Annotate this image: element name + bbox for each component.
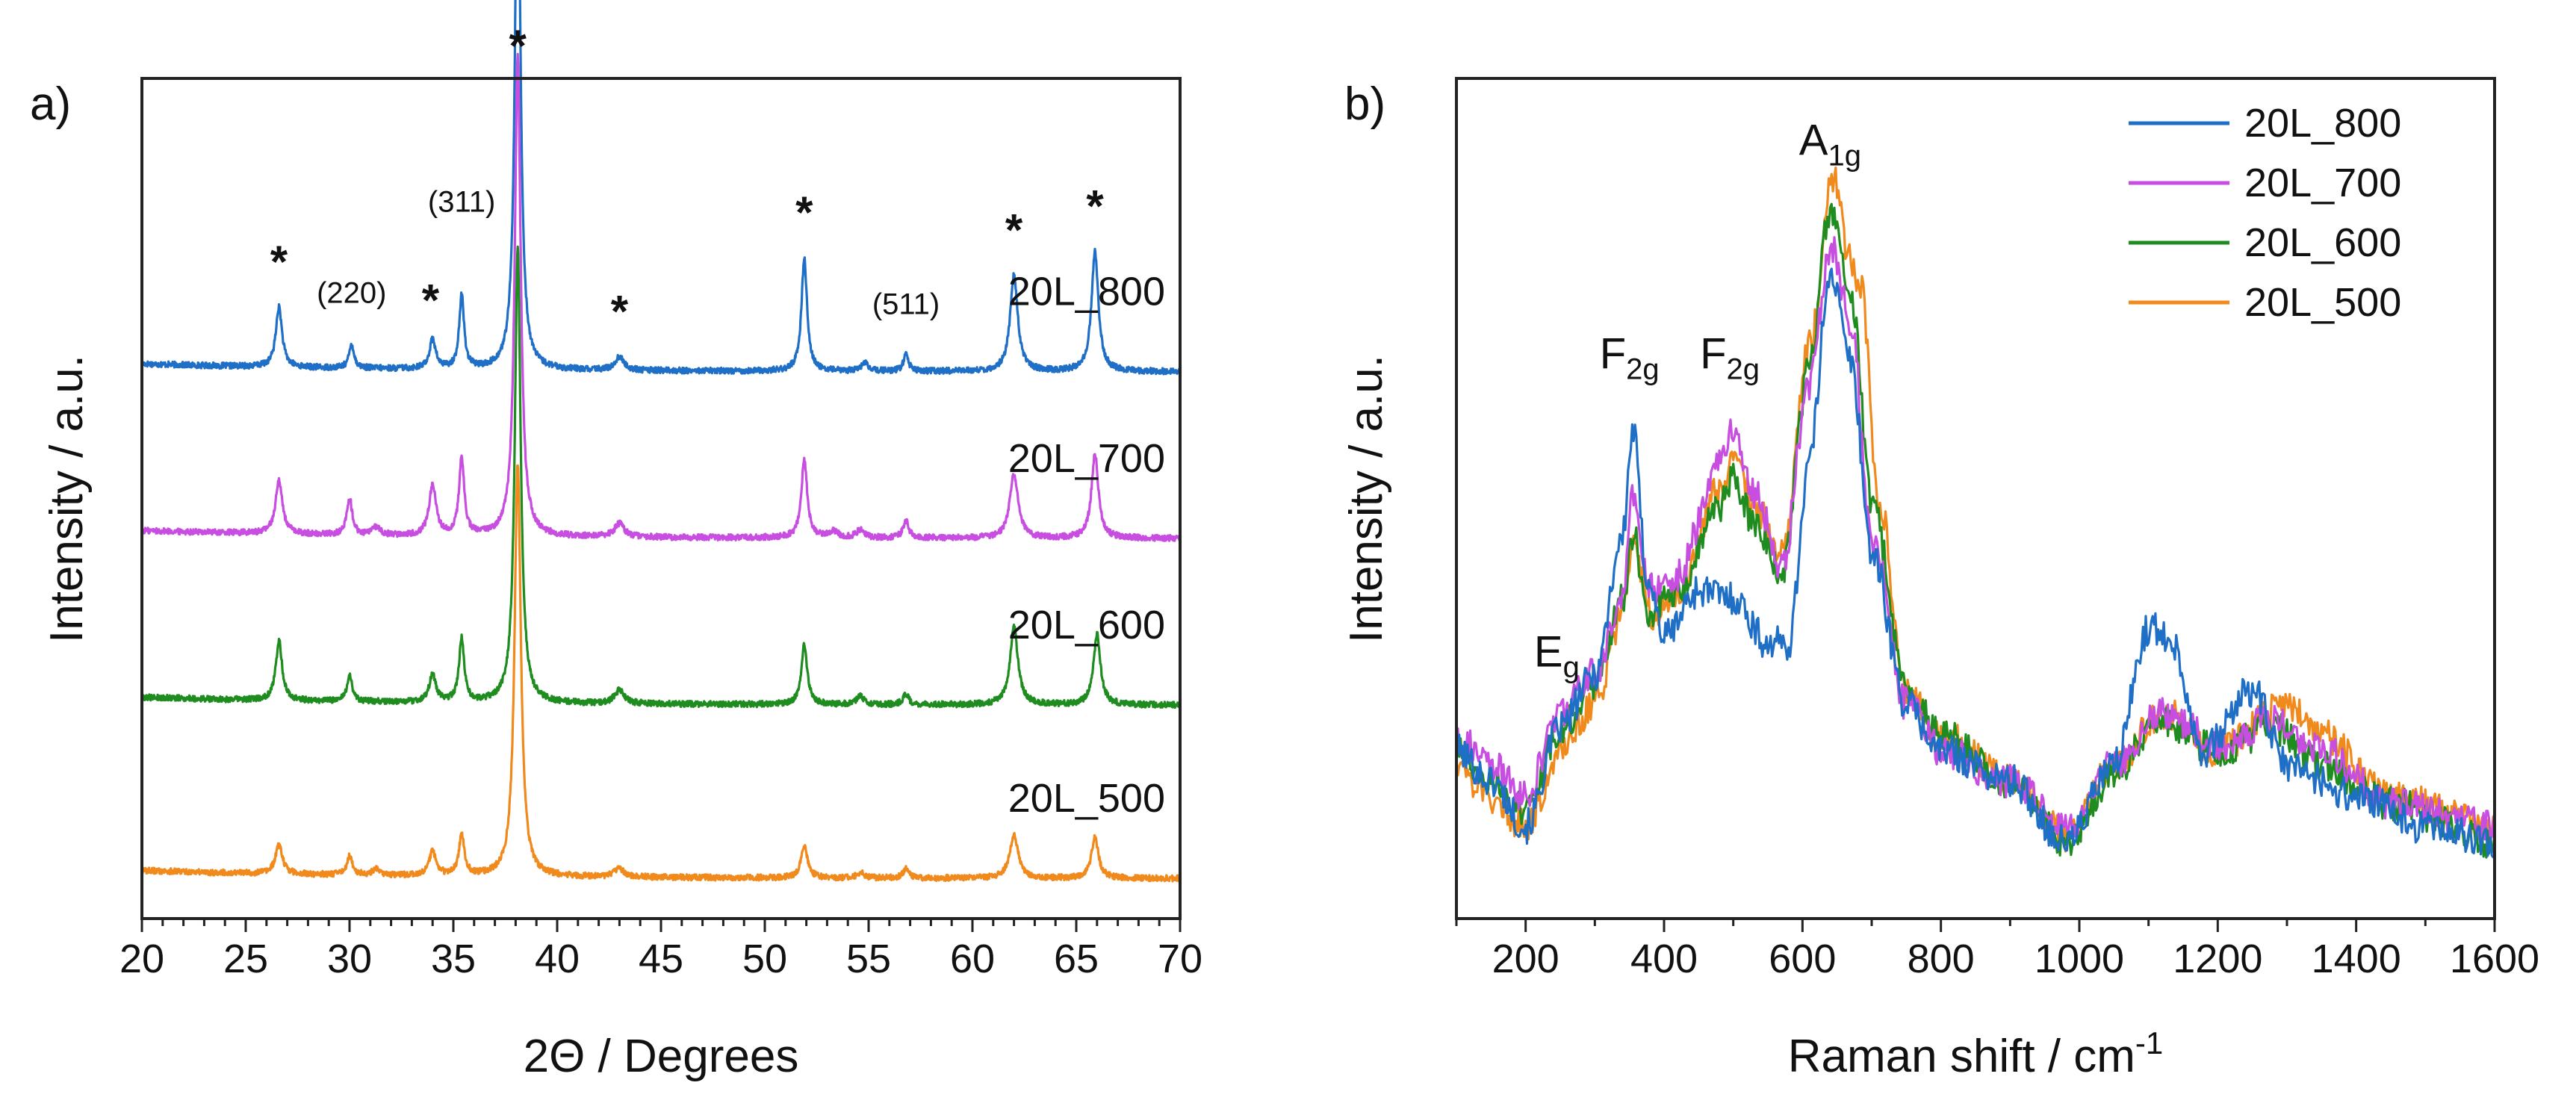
raman-series-line-20l_800 <box>1455 267 2495 859</box>
xrd-x-axis-label: 2Θ / Degrees <box>524 1031 799 1082</box>
xrd-star-marker: * <box>1005 205 1023 255</box>
xrd-y-axis-label: Intensity / a.u. <box>41 355 93 643</box>
raman-mode-subscript: 2g <box>1727 353 1760 386</box>
xrd-series-label: 20L_700 <box>1008 436 1165 481</box>
xrd-x-tick-label: 70 <box>1158 937 1202 981</box>
xrd-series-label: 20L_600 <box>1008 603 1165 647</box>
xrd-panel-label: a) <box>30 78 71 130</box>
raman-series-line-20l_700 <box>1455 236 2496 841</box>
xrd-x-tick-label: 35 <box>431 937 476 981</box>
xrd-star-marker: * <box>422 275 440 325</box>
raman-x-tick-label: 200 <box>1492 937 1559 981</box>
raman-panel-label: b) <box>1344 78 1385 130</box>
raman-plot-frame <box>1455 77 2496 920</box>
xrd-x-tick-label: 45 <box>639 937 683 981</box>
xrd-hkl-label: (511) <box>872 288 940 320</box>
xrd-hkl-label: (220) <box>317 276 386 309</box>
raman-mode-symbol: F <box>1600 330 1626 379</box>
raman-mode-label: F2g <box>1600 330 1660 386</box>
xrd-star-marker: * <box>1086 181 1104 231</box>
xrd-x-tick-label: 55 <box>846 937 891 981</box>
raman-mode-subscript: 2g <box>1626 353 1660 386</box>
raman-mode-subscript: 1g <box>1828 139 1861 172</box>
raman-x-tick-label: 800 <box>1908 937 1975 981</box>
xrd-series-line-20l_800 <box>140 0 1182 376</box>
xrd-hkl-label: (311) <box>428 185 495 218</box>
xrd-star-marker: * <box>509 21 527 71</box>
raman-legend-label: 20L_700 <box>2244 161 2401 205</box>
raman-series-line-20l_500 <box>1455 166 2496 853</box>
xrd-x-tick-label: 20 <box>120 937 164 981</box>
xrd-x-tick-label: 40 <box>535 937 580 981</box>
xrd-x-tick-label: 50 <box>742 937 787 981</box>
raman-x-axis-label-main: Raman shift / cm <box>1788 1031 2135 1082</box>
raman-x-tick-label: 600 <box>1769 937 1836 981</box>
raman-legend-label: 20L_600 <box>2244 220 2401 265</box>
xrd-series-line-20l_600 <box>140 245 1182 709</box>
xrd-series-line-20l_500 <box>141 464 1182 883</box>
raman-mode-label: Eg <box>1534 628 1580 684</box>
xrd-x-tick-label: 60 <box>950 937 995 981</box>
raman-x-tick-label: 1200 <box>2173 937 2262 981</box>
raman-x-axis-label-sup: -1 <box>2135 1025 2163 1060</box>
raman-mode-subscript: g <box>1563 651 1580 684</box>
raman-x-tick-label: 400 <box>1630 937 1698 981</box>
xrd-annotations: 20L_800 20L_700 20L_600 20L_500 * * * * * * * (220)… <box>270 21 1165 821</box>
xrd-x-tick-label: 25 <box>223 937 268 981</box>
raman-mode-symbol: F <box>1700 330 1726 379</box>
raman-legend-label: 20L_500 <box>2244 280 2401 325</box>
raman-y-axis-label: Intensity / a.u. <box>1341 355 1392 643</box>
raman-series-lines <box>1455 166 2496 859</box>
raman-x-tick-label: 1000 <box>2035 937 2124 981</box>
xrd-x-ticks: 20 25 30 35 40 45 50 55 60 65 70 <box>120 919 1202 981</box>
xrd-star-marker: * <box>611 286 629 336</box>
raman-x-ticks: 200 400 600 800 1000 1200 1400 1600 <box>1455 919 2539 981</box>
xrd-series-lines <box>140 0 1182 883</box>
raman-mode-symbol: A <box>1799 116 1828 164</box>
xrd-panel: 20 25 30 35 40 45 50 55 60 65 70 20L_80020L_70020L… <box>30 0 1202 1082</box>
xrd-x-tick-label: 30 <box>327 937 372 981</box>
raman-legend: 20L_800 20L_700 20L_600 20L_500 <box>2129 101 2401 325</box>
raman-mode-label: F2g <box>1700 330 1760 386</box>
xrd-series-label: 20L_500 <box>1008 776 1165 821</box>
raman-mode-symbol: E <box>1534 628 1563 677</box>
raman-x-tick-label: 1600 <box>2450 937 2539 981</box>
xrd-x-tick-label: 65 <box>1054 937 1099 981</box>
xrd-star-marker: * <box>270 237 288 287</box>
raman-x-tick-label: 1400 <box>2312 937 2401 981</box>
raman-legend-label: 20L_800 <box>2244 101 2401 146</box>
raman-mode-label: A1g <box>1799 116 1861 172</box>
xrd-star-marker: * <box>795 187 813 237</box>
xrd-series-line-20l_700 <box>140 52 1182 542</box>
xrd-series-label: 20L_800 <box>1008 270 1165 314</box>
raman-x-axis-label: Raman shift / cm-1 <box>1788 1025 2163 1082</box>
